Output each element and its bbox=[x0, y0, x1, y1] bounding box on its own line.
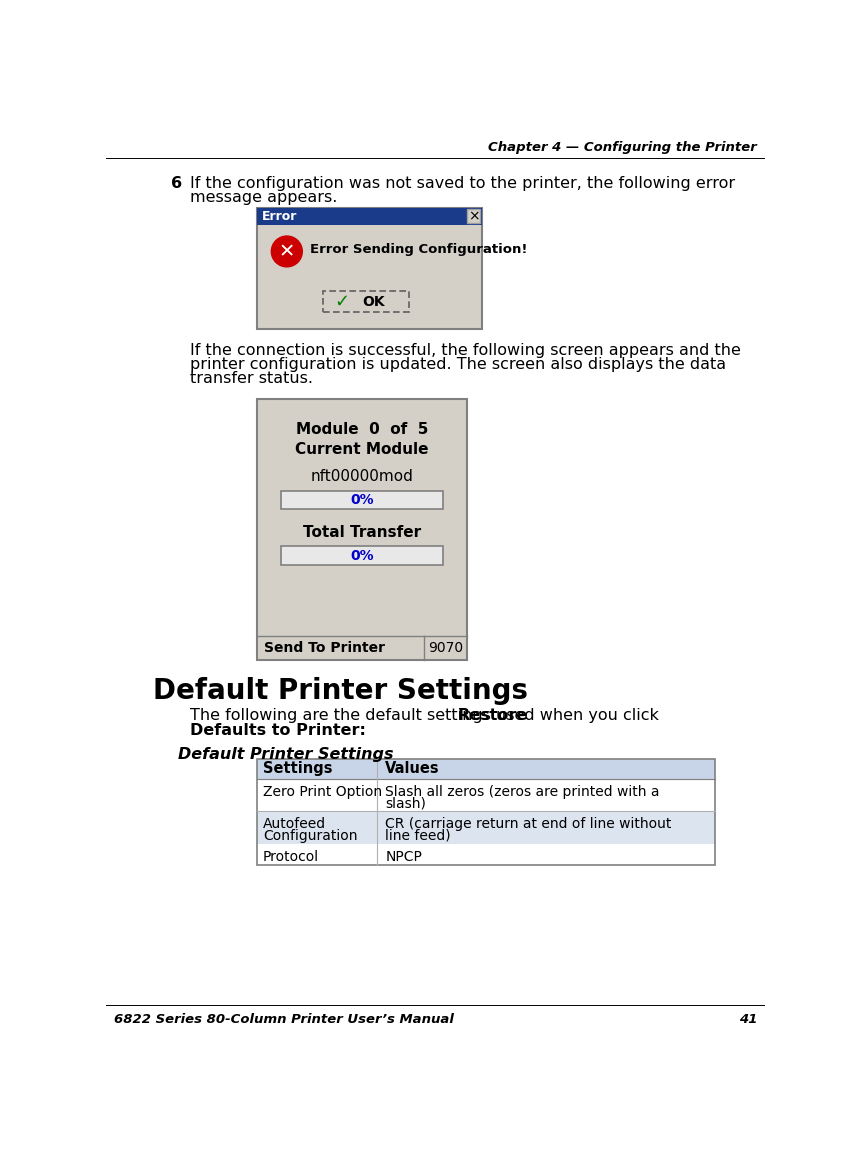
Text: 41: 41 bbox=[739, 1014, 757, 1026]
Bar bbox=[258, 758, 715, 866]
Text: The following are the default settings used when you click: The following are the default settings u… bbox=[190, 708, 664, 723]
Bar bbox=[468, 209, 479, 223]
Text: Default Printer Settings: Default Printer Settings bbox=[153, 677, 528, 705]
Bar bbox=[258, 811, 715, 843]
Text: message appears.: message appears. bbox=[190, 190, 337, 205]
Bar bbox=[323, 291, 409, 312]
Text: slash): slash) bbox=[385, 797, 426, 811]
Text: ✓: ✓ bbox=[334, 292, 349, 311]
Text: Chapter 4 — Configuring the Printer: Chapter 4 — Configuring the Printer bbox=[489, 141, 757, 154]
Bar bbox=[258, 207, 482, 330]
Text: nft00000mod: nft00000mod bbox=[310, 469, 413, 485]
Text: Autofeed: Autofeed bbox=[263, 818, 326, 832]
Text: 6: 6 bbox=[171, 176, 182, 191]
Text: line feed): line feed) bbox=[385, 829, 450, 843]
Text: OK: OK bbox=[362, 295, 385, 309]
Text: Current Module: Current Module bbox=[295, 442, 428, 457]
Text: Error: Error bbox=[262, 210, 298, 223]
Bar bbox=[258, 843, 715, 866]
Text: If the configuration was not saved to the printer, the following error: If the configuration was not saved to th… bbox=[190, 176, 735, 191]
Text: 6822 Series 80-Column Printer User’s Manual: 6822 Series 80-Column Printer User’s Man… bbox=[114, 1014, 454, 1026]
Text: Zero Print Option: Zero Print Option bbox=[263, 785, 382, 799]
Text: 0%: 0% bbox=[350, 549, 374, 563]
Circle shape bbox=[271, 236, 303, 267]
Text: Total Transfer: Total Transfer bbox=[303, 524, 421, 539]
Bar bbox=[258, 398, 467, 661]
Text: Configuration: Configuration bbox=[263, 829, 357, 843]
Text: CR (carriage return at end of line without: CR (carriage return at end of line witho… bbox=[385, 818, 672, 832]
Text: NPCP: NPCP bbox=[385, 849, 422, 863]
Text: Error Sending Configuration!: Error Sending Configuration! bbox=[310, 243, 528, 256]
Text: 9070: 9070 bbox=[428, 641, 463, 655]
Text: Module  0  of  5: Module 0 of 5 bbox=[296, 422, 428, 437]
Text: ✕: ✕ bbox=[279, 242, 295, 261]
Text: If the connection is successful, the following screen appears and the: If the connection is successful, the fol… bbox=[190, 343, 741, 358]
Text: Defaults to Printer:: Defaults to Printer: bbox=[190, 722, 366, 737]
Text: Default Printer Settings: Default Printer Settings bbox=[178, 747, 394, 762]
Text: Values: Values bbox=[385, 762, 439, 776]
Text: Send To Printer: Send To Printer bbox=[264, 641, 384, 655]
Bar bbox=[280, 546, 444, 565]
Bar bbox=[258, 207, 482, 225]
Text: printer configuration is updated. The screen also displays the data: printer configuration is updated. The sc… bbox=[190, 356, 726, 372]
Bar bbox=[258, 779, 715, 811]
Text: Settings: Settings bbox=[263, 762, 332, 776]
Bar bbox=[258, 758, 715, 779]
Bar bbox=[280, 490, 444, 509]
Text: Slash all zeros (zeros are printed with a: Slash all zeros (zeros are printed with … bbox=[385, 785, 660, 799]
Text: transfer status.: transfer status. bbox=[190, 370, 313, 386]
Text: 0%: 0% bbox=[350, 493, 374, 507]
Text: Restore: Restore bbox=[457, 708, 528, 723]
Text: Protocol: Protocol bbox=[263, 849, 319, 863]
Text: ×: × bbox=[468, 209, 479, 223]
